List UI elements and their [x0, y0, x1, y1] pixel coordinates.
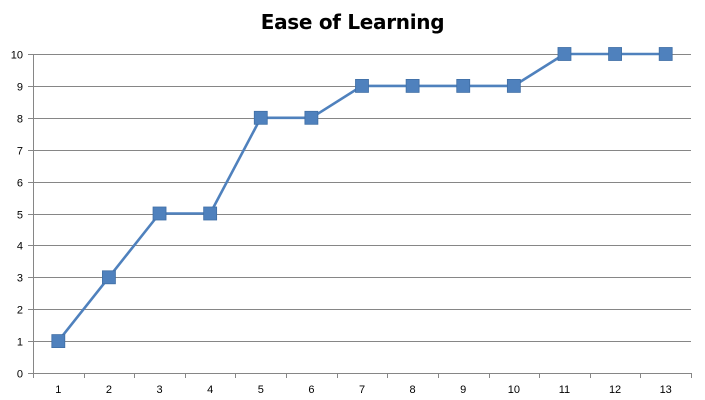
data-point-marker	[102, 270, 116, 285]
data-point-marker	[51, 334, 66, 349]
x-tick-label: 11	[559, 384, 570, 396]
y-tick-label: 5	[17, 210, 23, 222]
x-tick-label: 12	[609, 384, 621, 396]
x-tick-label: 10	[508, 384, 520, 396]
data-point-marker	[253, 110, 268, 125]
y-tick-label: 8	[17, 114, 23, 126]
x-tick-label: 2	[106, 384, 112, 396]
data-point-marker	[203, 206, 218, 221]
data-point-marker	[304, 110, 319, 125]
x-tick-label: 7	[359, 384, 365, 396]
chart-title: Ease of Learning	[260, 10, 445, 34]
y-tick-label: 10	[11, 50, 23, 62]
data-point-marker	[405, 79, 420, 93]
y-tick-label: 4	[17, 241, 23, 253]
x-tick-label: 4	[207, 384, 213, 396]
x-tick-label: 1	[55, 384, 61, 396]
y-tick-label: 7	[17, 146, 23, 158]
y-tick-label: 2	[17, 305, 23, 317]
y-tick-labels: 0 1 2 3 4 5 6 7 8 9 10	[11, 50, 23, 381]
x-tick-labels: 1 2 3 4 5 6 7 8 9 10 11 12 13	[55, 384, 672, 396]
x-tick-label: 8	[410, 384, 416, 396]
series-line	[56, 52, 668, 343]
data-point-marker	[456, 79, 471, 93]
x-tick-label: 6	[308, 384, 314, 396]
y-tick-label: 9	[17, 82, 23, 94]
y-tick-label: 3	[17, 273, 23, 285]
data-point-marker	[557, 47, 572, 61]
x-tick-label: 13	[660, 384, 672, 396]
axes	[28, 54, 692, 378]
x-tick-label: 5	[258, 384, 264, 396]
data-point-marker	[506, 79, 521, 93]
y-tick-label: 1	[17, 337, 23, 349]
x-tick-label: 3	[156, 384, 162, 396]
series-markers	[51, 47, 673, 349]
y-tick-label: 0	[17, 369, 23, 381]
x-tick-label: 9	[460, 384, 466, 396]
series-line-layer	[56, 52, 668, 343]
y-tick-label: 6	[17, 178, 23, 190]
gridlines	[33, 54, 691, 342]
data-point-marker	[152, 206, 167, 221]
data-point-marker	[355, 79, 369, 93]
data-point-marker	[608, 47, 622, 61]
data-point-marker	[658, 47, 673, 61]
